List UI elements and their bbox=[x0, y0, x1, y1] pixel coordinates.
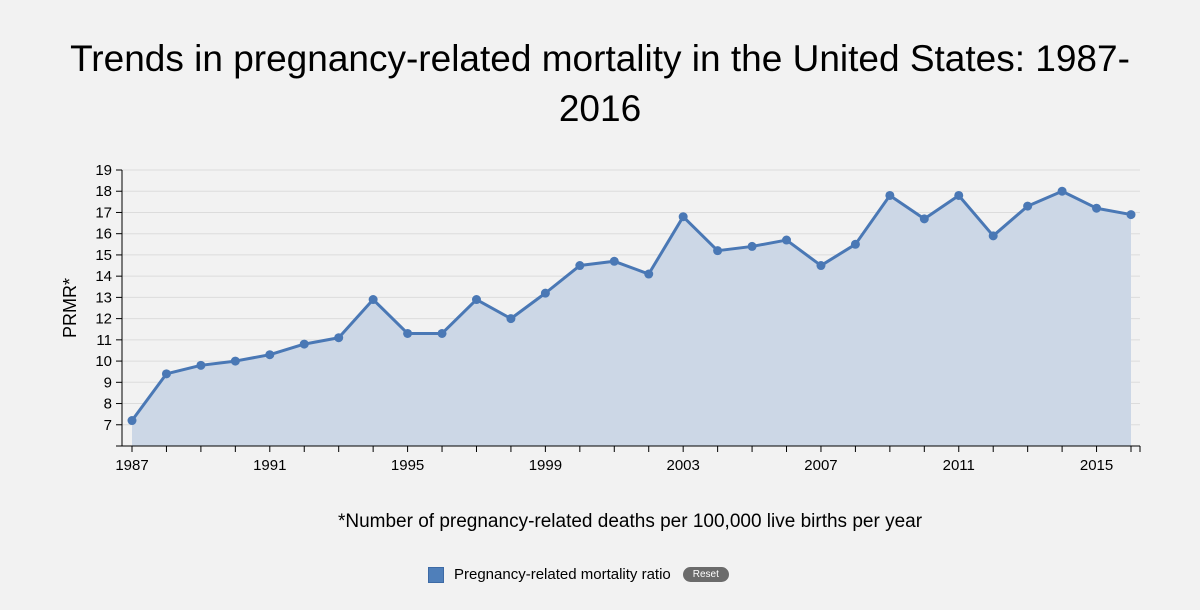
x-tick-label: 1995 bbox=[391, 457, 424, 474]
data-point bbox=[1057, 186, 1067, 196]
data-point bbox=[299, 339, 309, 349]
data-point bbox=[1126, 210, 1136, 220]
data-point bbox=[540, 288, 550, 298]
data-point bbox=[575, 261, 585, 271]
legend-label[interactable]: Pregnancy-related mortality ratio bbox=[454, 566, 671, 583]
y-tick-label: 7 bbox=[104, 417, 112, 434]
y-tick-label: 12 bbox=[95, 311, 112, 328]
y-axis-label: PRMR* bbox=[60, 278, 80, 338]
legend: Pregnancy-related mortality ratio Reset bbox=[428, 566, 729, 583]
y-tick-label: 16 bbox=[95, 226, 112, 243]
series-line bbox=[130, 189, 1132, 422]
y-tick-label: 9 bbox=[104, 374, 112, 391]
y-tick-label: 18 bbox=[95, 183, 112, 200]
data-point bbox=[403, 328, 413, 338]
x-tick-label: 1987 bbox=[115, 457, 148, 474]
data-point bbox=[678, 212, 688, 222]
y-tick-label: 15 bbox=[95, 247, 112, 264]
x-tick-label: 2015 bbox=[1080, 457, 1113, 474]
y-tick-label: 13 bbox=[95, 289, 112, 306]
data-point bbox=[230, 356, 240, 366]
data-point bbox=[747, 241, 757, 251]
x-tick-label: 2003 bbox=[666, 457, 699, 474]
y-tick-label: 17 bbox=[95, 204, 112, 221]
x-tick-label: 2007 bbox=[804, 457, 837, 474]
data-point bbox=[885, 190, 895, 200]
y-tick-label: 14 bbox=[95, 268, 112, 285]
y-tick-label: 19 bbox=[95, 162, 112, 179]
data-point bbox=[850, 239, 860, 249]
y-tick-label: 11 bbox=[96, 332, 112, 349]
data-point bbox=[127, 416, 137, 426]
series-area bbox=[132, 191, 1131, 446]
data-point bbox=[1092, 203, 1102, 213]
data-point bbox=[196, 360, 206, 370]
data-point bbox=[506, 314, 516, 324]
data-point bbox=[471, 295, 481, 305]
y-tick-label: 10 bbox=[95, 353, 112, 370]
footnote: *Number of pregnancy-related deaths per … bbox=[337, 511, 923, 532]
data-point bbox=[334, 333, 344, 343]
x-tick-label: 1999 bbox=[529, 457, 562, 474]
data-point bbox=[816, 261, 826, 271]
y-tick-label: 8 bbox=[104, 396, 112, 413]
chart-title-line-1: Trends in pregnancy-related mortality in… bbox=[70, 38, 1130, 79]
data-point bbox=[954, 190, 964, 200]
chart-title-line-2: 2016 bbox=[558, 88, 642, 129]
data-point bbox=[368, 295, 378, 305]
data-point bbox=[609, 256, 619, 266]
reset-button[interactable]: Reset bbox=[682, 567, 729, 582]
data-point bbox=[644, 269, 654, 279]
data-point bbox=[437, 328, 447, 338]
data-point bbox=[265, 350, 275, 360]
data-point bbox=[161, 369, 171, 379]
data-point bbox=[919, 214, 929, 224]
data-point bbox=[1023, 201, 1033, 211]
x-tick-label: 2011 bbox=[943, 457, 975, 474]
data-point bbox=[988, 231, 998, 241]
chart-title: Trends in pregnancy-related mortality in… bbox=[0, 34, 1200, 134]
legend-swatch[interactable] bbox=[428, 566, 444, 583]
x-tick-label: 1991 bbox=[253, 457, 286, 474]
data-point bbox=[782, 235, 792, 245]
data-point bbox=[713, 246, 723, 256]
